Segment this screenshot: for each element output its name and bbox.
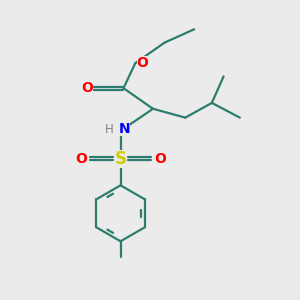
Text: S: S (115, 150, 127, 168)
Text: O: O (137, 56, 148, 70)
Text: H: H (105, 123, 114, 136)
Text: O: O (154, 152, 166, 166)
Text: O: O (76, 152, 87, 166)
Text: N: N (118, 122, 130, 136)
Text: O: O (81, 81, 93, 95)
